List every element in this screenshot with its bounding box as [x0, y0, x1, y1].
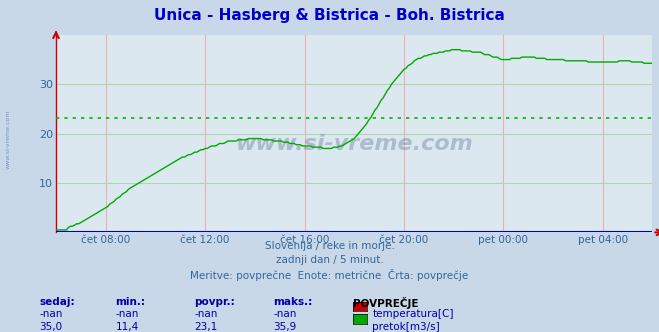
Text: www.si-vreme.com: www.si-vreme.com [6, 110, 11, 169]
Text: Unica - Hasberg & Bistrica - Boh. Bistrica: Unica - Hasberg & Bistrica - Boh. Bistri… [154, 8, 505, 23]
Text: pretok[m3/s]: pretok[m3/s] [372, 322, 440, 332]
Text: maks.:: maks.: [273, 297, 313, 307]
Text: -nan: -nan [115, 309, 138, 319]
Text: min.:: min.: [115, 297, 146, 307]
Text: zadnji dan / 5 minut.: zadnji dan / 5 minut. [275, 255, 384, 265]
Text: sedaj:: sedaj: [40, 297, 75, 307]
Text: 11,4: 11,4 [115, 322, 138, 332]
Text: -nan: -nan [40, 309, 63, 319]
Text: Slovenija / reke in morje.: Slovenija / reke in morje. [264, 241, 395, 251]
Text: -nan: -nan [273, 309, 297, 319]
Text: 23,1: 23,1 [194, 322, 217, 332]
Text: www.si-vreme.com: www.si-vreme.com [235, 133, 473, 153]
Text: temperatura[C]: temperatura[C] [372, 309, 454, 319]
Text: POVPREČJE: POVPREČJE [353, 297, 418, 309]
Text: Meritve: povprečne  Enote: metrične  Črta: povprečje: Meritve: povprečne Enote: metrične Črta:… [190, 269, 469, 281]
Text: 35,0: 35,0 [40, 322, 63, 332]
Text: -nan: -nan [194, 309, 217, 319]
Text: 35,9: 35,9 [273, 322, 297, 332]
Text: povpr.:: povpr.: [194, 297, 235, 307]
